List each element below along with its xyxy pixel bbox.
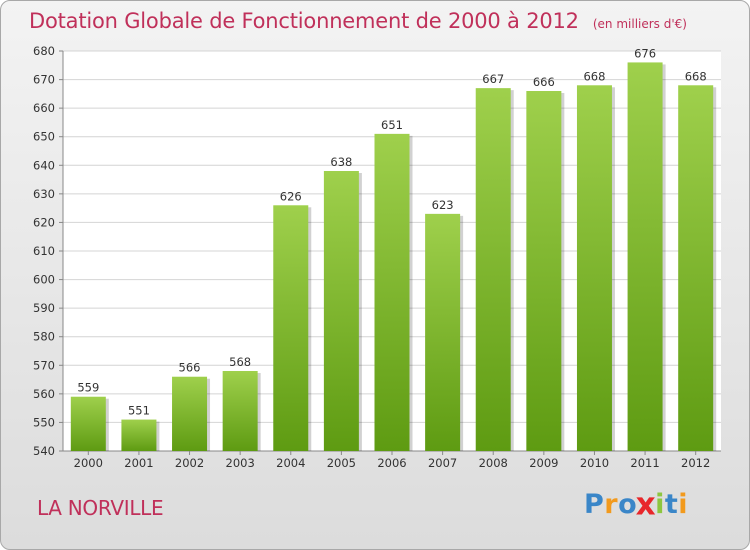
bar-2002: [172, 376, 208, 451]
y-tick-label: 640: [33, 158, 55, 172]
y-tick-label: 650: [33, 130, 55, 144]
x-tick-label-2002: 2002: [175, 456, 204, 470]
x-tick-label-2012: 2012: [681, 456, 710, 470]
bar-2008: [475, 88, 511, 452]
bar-2012: [678, 85, 714, 452]
value-label-2004: 626: [280, 189, 302, 203]
x-tick-label-2010: 2010: [580, 456, 609, 470]
logo-letter: x: [635, 486, 657, 523]
y-tick-label: 610: [33, 244, 55, 258]
chart-title-text: Dotation Globale de Fonctionnement de 20…: [29, 9, 579, 33]
value-label-2005: 638: [330, 155, 352, 169]
logo-letter: t: [664, 489, 679, 520]
logo-letter: r: [604, 489, 619, 520]
y-tick-label: 560: [33, 387, 55, 401]
bar-2003: [222, 371, 258, 451]
x-tick-label-2000: 2000: [74, 456, 103, 470]
logo-letter: P: [584, 489, 605, 520]
value-label-2008: 667: [482, 72, 504, 86]
logo-letter: i: [678, 489, 689, 520]
chart-title: Dotation Globale de Fonctionnement de 20…: [29, 9, 687, 33]
x-tick-label-2009: 2009: [529, 456, 558, 470]
y-tick-label: 550: [33, 415, 55, 429]
y-tick-label: 590: [33, 301, 55, 315]
value-label-2009: 666: [533, 75, 555, 89]
bar-2004: [273, 205, 309, 451]
x-tick-label-2011: 2011: [630, 456, 659, 470]
value-label-2003: 568: [229, 355, 251, 369]
y-tick-label: 620: [33, 215, 55, 229]
y-tick-label: 570: [33, 358, 55, 372]
commune-name: LA NORVILLE: [37, 496, 164, 520]
x-tick-label-2008: 2008: [479, 456, 508, 470]
y-tick-label: 580: [33, 330, 55, 344]
proxiti-logo: Proxiti: [584, 486, 689, 523]
y-tick-label: 540: [33, 444, 55, 458]
bar-2001: [121, 419, 157, 451]
x-tick-label-2006: 2006: [377, 456, 406, 470]
x-tick-label-2003: 2003: [226, 456, 255, 470]
value-label-2007: 623: [432, 198, 454, 212]
value-label-2001: 551: [128, 404, 150, 418]
value-label-2010: 668: [583, 69, 605, 83]
y-tick-label: 660: [33, 101, 55, 115]
y-tick-label: 680: [33, 44, 55, 58]
x-tick-label-2004: 2004: [276, 456, 305, 470]
bar-2005: [323, 171, 359, 451]
bar-2010: [576, 85, 612, 452]
logo-letter: o: [618, 489, 638, 520]
value-label-2002: 566: [179, 361, 201, 375]
bar-2009: [526, 91, 562, 451]
bar-2007: [425, 213, 461, 451]
x-tick-label-2001: 2001: [124, 456, 153, 470]
value-label-2000: 559: [77, 381, 99, 395]
y-tick-label: 670: [33, 73, 55, 87]
y-tick-label: 600: [33, 273, 55, 287]
value-label-2011: 676: [634, 46, 656, 60]
value-label-2006: 651: [381, 118, 403, 132]
y-tick-label: 630: [33, 187, 55, 201]
bar-2006: [374, 133, 410, 451]
value-label-2012: 668: [685, 69, 707, 83]
x-tick-label-2005: 2005: [327, 456, 356, 470]
bar-2000: [70, 396, 106, 451]
bar-2011: [627, 62, 663, 452]
chart-subtitle: (en milliers d'€): [592, 17, 687, 31]
logo-letter: i: [655, 489, 665, 520]
x-tick-label-2007: 2007: [428, 456, 457, 470]
